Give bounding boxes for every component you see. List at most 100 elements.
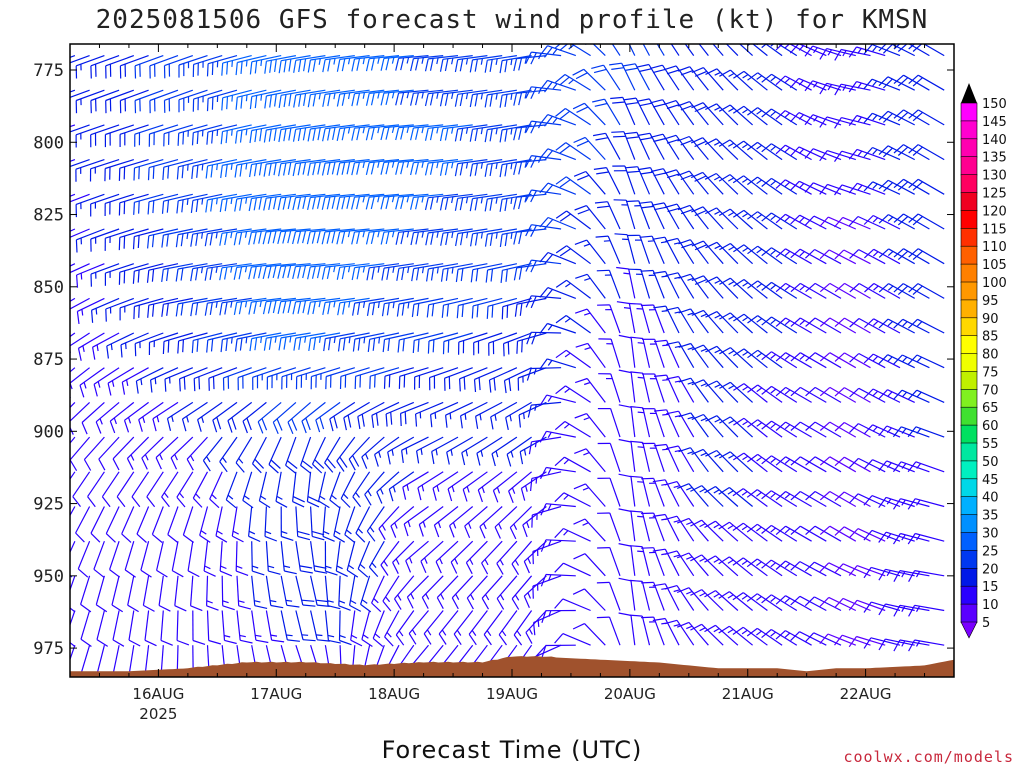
wind-barb (878, 603, 915, 616)
wind-barb (426, 297, 459, 318)
wind-barb (849, 352, 886, 369)
wind-barb (747, 72, 783, 91)
wind-barb (221, 610, 237, 645)
wind-barb (511, 540, 533, 576)
wind-barb (395, 610, 415, 646)
wind-barb (598, 338, 621, 368)
wind-barb (642, 408, 665, 438)
wind-barb (863, 601, 901, 613)
wind-barb (148, 332, 179, 356)
wind-barb (597, 442, 621, 472)
wind-barb (473, 332, 503, 356)
colorbar-segment (960, 567, 978, 587)
wind-barb (732, 105, 768, 126)
wind-barb (719, 277, 754, 299)
wind-barb (775, 490, 812, 508)
wind-barb (277, 263, 311, 279)
wind-barb (819, 352, 857, 369)
wind-barb (170, 436, 194, 470)
colorbar-label: 140 (982, 133, 1007, 148)
wind-barb (718, 139, 753, 161)
wind-barb (395, 228, 429, 245)
wind-barb (181, 401, 208, 432)
wind-barb (278, 159, 311, 177)
colorbar-label: 5 (982, 616, 990, 631)
wind-barb (539, 251, 577, 265)
colorbar-label: 35 (982, 509, 999, 524)
colorbar-label: 115 (982, 222, 1007, 237)
wind-barb (424, 89, 459, 107)
wind-barb (819, 150, 856, 162)
wind-barb (539, 79, 576, 93)
wind-barb (262, 228, 296, 245)
wind-barb (732, 175, 768, 195)
wind-barb (333, 506, 346, 543)
wind-barb (641, 477, 665, 507)
wind-barb (539, 182, 577, 195)
wind-barb (618, 334, 636, 368)
wind-barb (401, 436, 429, 463)
wind-barb (834, 526, 871, 542)
wind-barb (219, 436, 238, 473)
wind-barb (509, 506, 533, 540)
wind-barb (192, 610, 206, 645)
wind-barb (863, 637, 901, 649)
wind-barb (119, 297, 149, 321)
wind-barb (640, 269, 665, 299)
wind-barb (555, 176, 591, 195)
wind-barb (849, 317, 886, 334)
wind-barb (89, 159, 120, 182)
wind-barb (554, 492, 591, 508)
wind-barb (366, 297, 400, 316)
wind-barb (907, 498, 945, 510)
wind-barb (498, 610, 518, 646)
wind-barb (790, 386, 827, 403)
wind-barb (481, 540, 503, 575)
wind-barb (439, 193, 473, 211)
wind-barb (322, 124, 355, 142)
wind-barb (732, 626, 768, 646)
wind-barb (849, 423, 886, 438)
wind-barb (775, 248, 812, 265)
wind-barb (393, 575, 415, 610)
wind-barb (664, 203, 695, 230)
wind-barb (83, 436, 105, 471)
wind-barb (119, 124, 149, 147)
wind-barb (438, 610, 459, 645)
wind-barb (805, 282, 842, 299)
wind-barb (163, 124, 193, 147)
wind-barb (293, 89, 326, 108)
wind-barb (390, 506, 415, 538)
wind-barb (691, 240, 724, 265)
wind-barb (177, 124, 208, 146)
wind-barb (95, 401, 120, 434)
wind-barb (555, 245, 591, 265)
wind-barb (555, 210, 591, 230)
wind-barb (292, 228, 326, 245)
wind-barb (77, 332, 105, 361)
wind-barb (501, 297, 532, 320)
wind-barb (440, 263, 473, 282)
wind-barb (878, 531, 915, 543)
colorbar-bottom-arrow (960, 621, 978, 639)
wind-barb (464, 506, 488, 539)
wind-barb (618, 438, 636, 472)
wind-barb (352, 332, 385, 352)
wind-barb (805, 421, 842, 438)
colorbar-label: 65 (982, 401, 999, 416)
wind-barb (134, 89, 164, 114)
wind-barb (277, 193, 311, 211)
wind-barb (761, 212, 798, 230)
wind-barb (533, 609, 562, 636)
wind-barb (426, 263, 459, 282)
wind-barb (597, 547, 621, 577)
wind-barb (351, 228, 385, 245)
wind-barb (72, 471, 91, 507)
wind-barb (705, 449, 739, 473)
wind-barb (609, 62, 636, 91)
wind-barb (775, 179, 812, 195)
wind-barb (733, 44, 768, 57)
wind-barb (513, 89, 547, 106)
wind-barb (163, 55, 193, 79)
